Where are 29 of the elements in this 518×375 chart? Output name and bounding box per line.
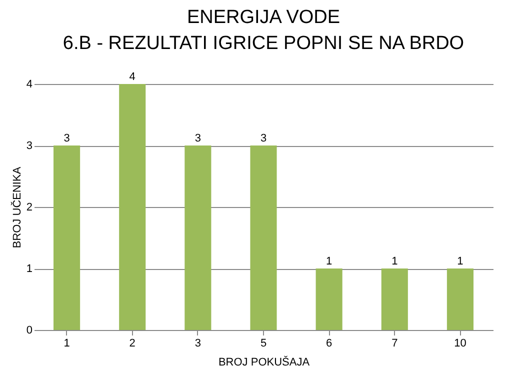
data-label: 1 [457, 256, 464, 268]
y-tick-label: 3 [26, 140, 32, 152]
y-axis-title: BROJ UČENIKA [10, 166, 24, 248]
data-label: 3 [260, 132, 267, 144]
y-tick-label: 1 [26, 263, 32, 275]
data-label: 1 [392, 256, 398, 268]
x-tick-label: 3 [194, 338, 201, 350]
x-tick-label: 6 [326, 338, 332, 350]
data-label: 4 [129, 71, 136, 83]
bar [446, 268, 474, 330]
bar [119, 84, 146, 330]
x-tick-label: 2 [129, 338, 136, 350]
x-tick-label: 1 [64, 338, 70, 350]
data-label: 3 [194, 132, 201, 144]
y-tick-label: 2 [26, 202, 32, 214]
data-label: 1 [326, 256, 332, 268]
bar [316, 268, 342, 330]
chart-title: ENERGIJA VODE 6.B - REZULTATI IGRICE POPNI SE NA BRDO [62, 7, 464, 54]
y-tick-label: 0 [26, 324, 32, 336]
x-axis-title: BROJ POKUŠAJA [218, 356, 310, 368]
bar [381, 268, 408, 330]
y-tick-label: 4 [26, 78, 32, 90]
x-tick-label: 7 [392, 338, 398, 350]
bar [250, 146, 277, 330]
x-tick-label: 10 [454, 338, 466, 350]
x-tick-label: 5 [260, 338, 267, 350]
bar [184, 146, 212, 330]
bar [54, 146, 80, 330]
data-label: 3 [64, 132, 70, 144]
